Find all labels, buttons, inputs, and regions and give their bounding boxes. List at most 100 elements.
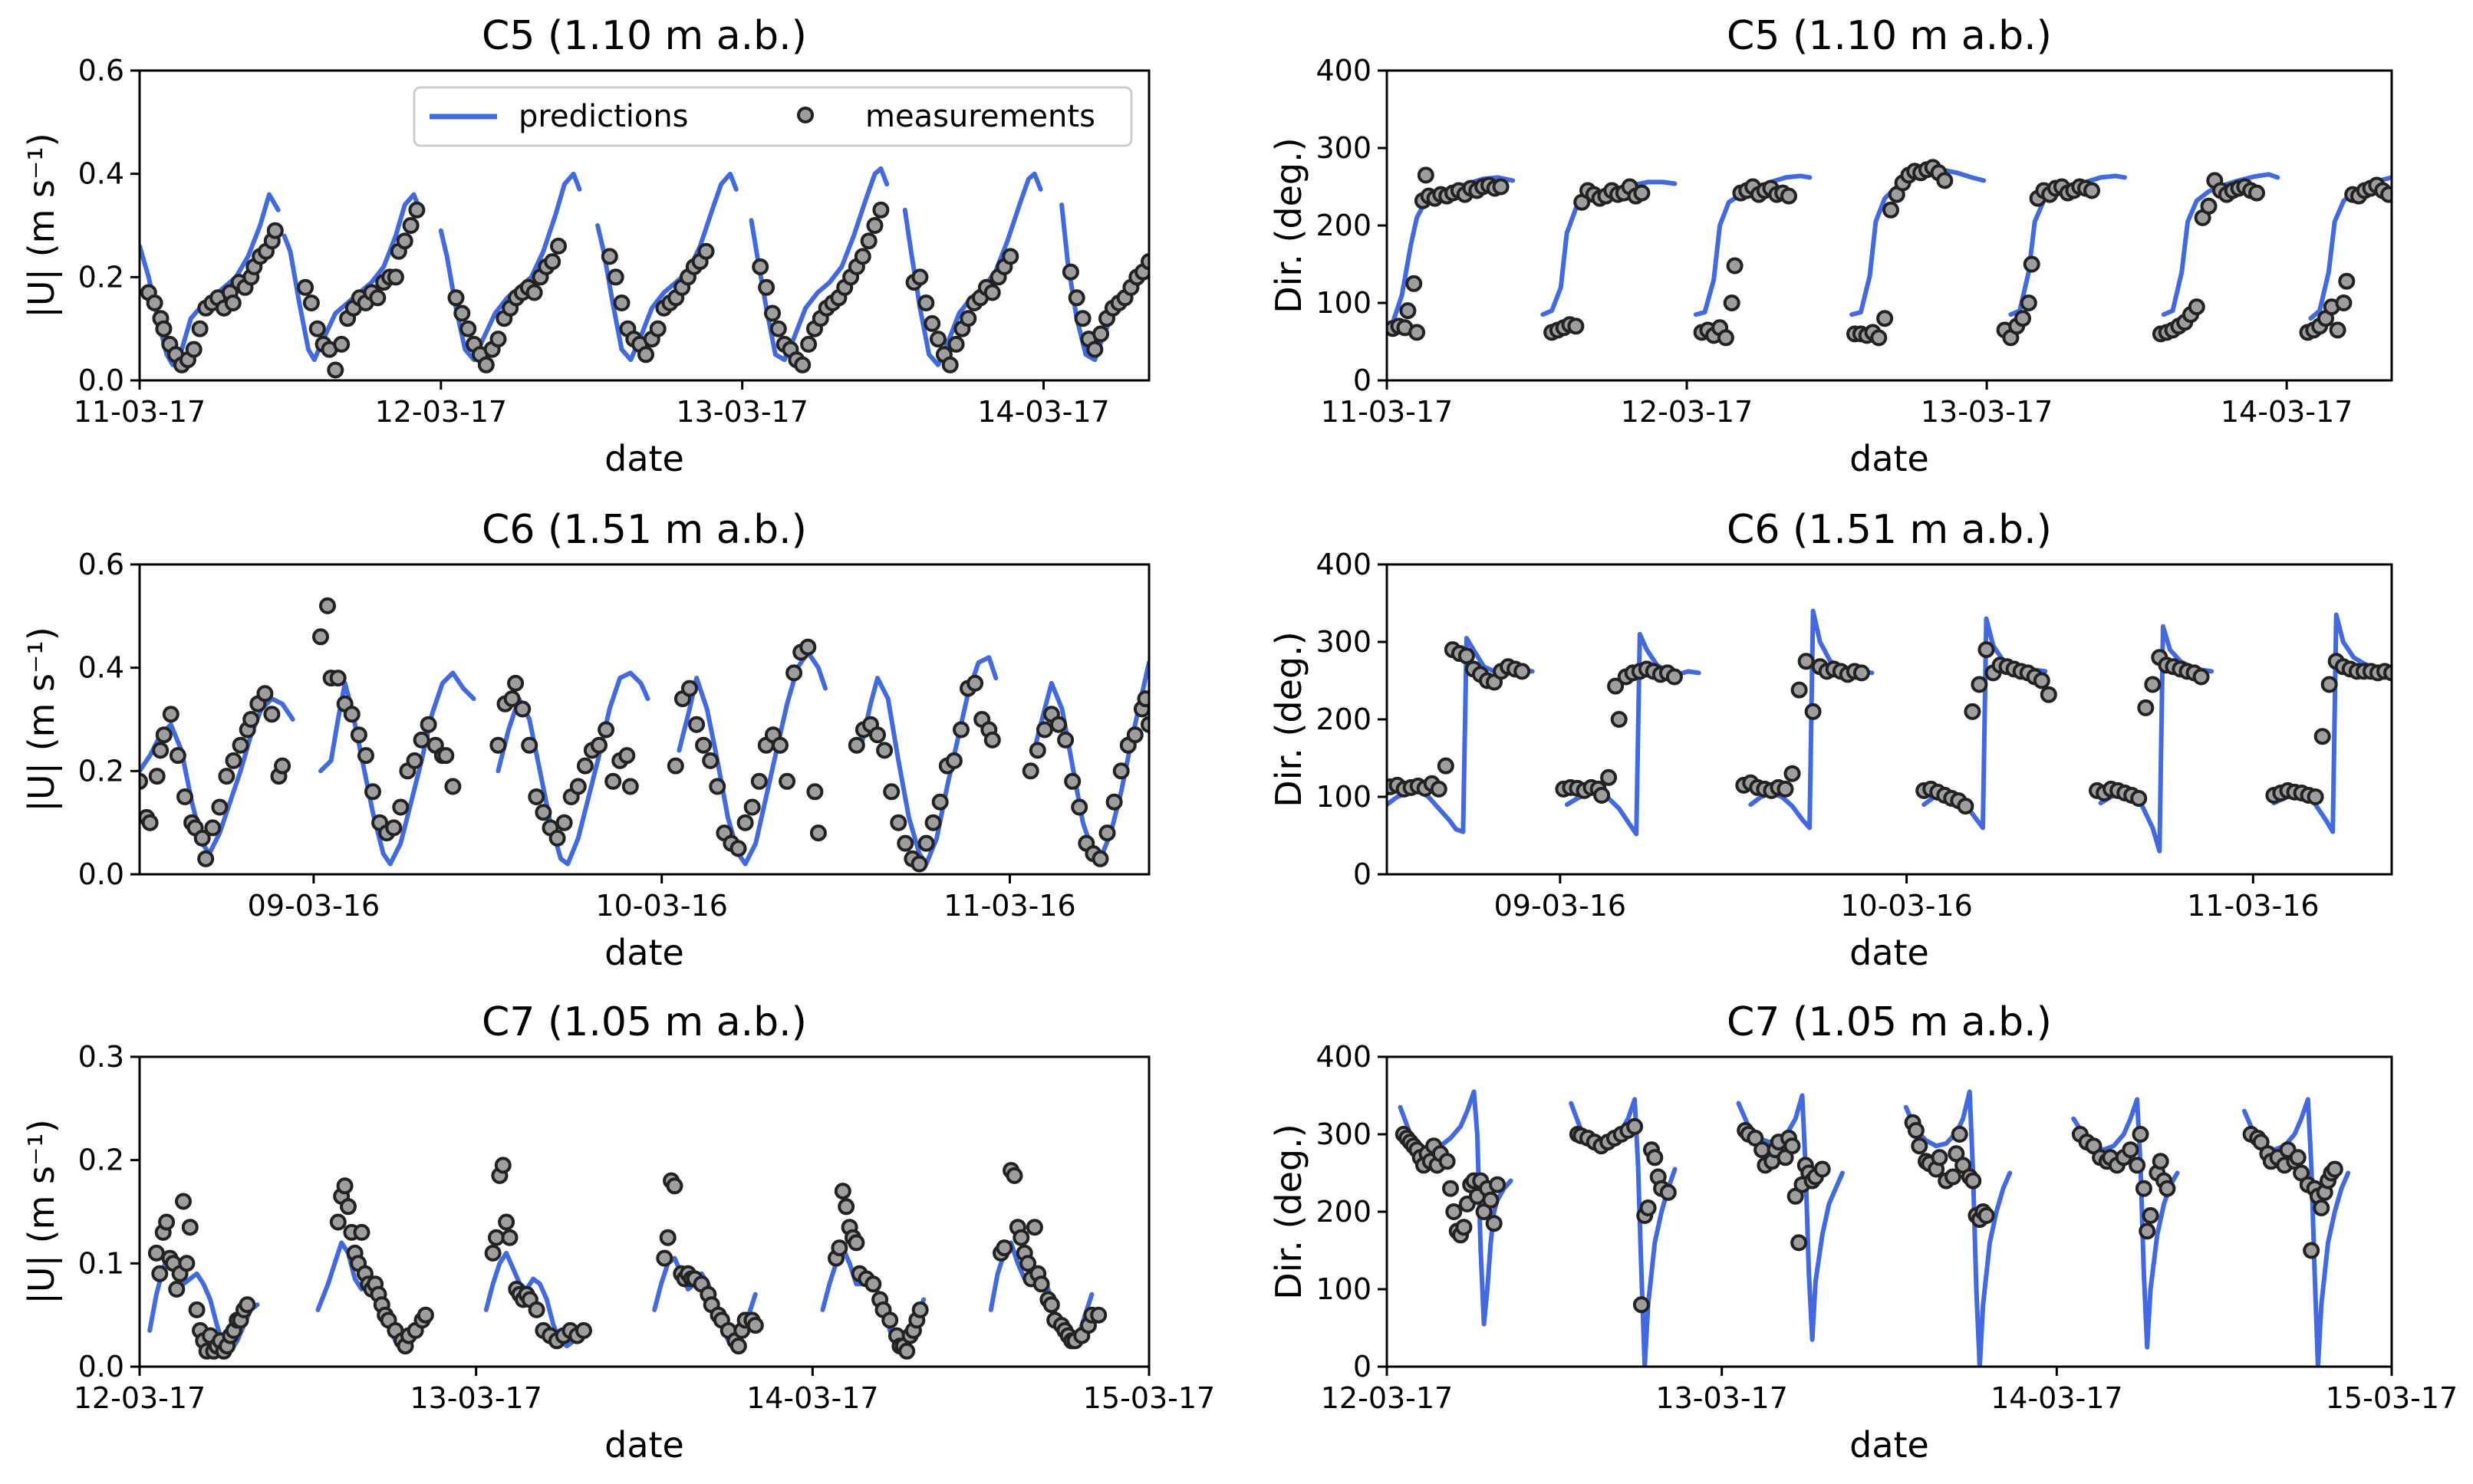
measurement-point [1882, 201, 1899, 219]
measurement-point [876, 742, 894, 759]
measurement-point [890, 814, 907, 831]
measurement-point [917, 294, 935, 311]
measurement-point [930, 331, 947, 348]
panel-title: C7 (1.05 m a.b.) [1727, 999, 2052, 1045]
measurement-point [736, 814, 754, 831]
measurement-point [1092, 850, 1109, 867]
measurement-point [883, 783, 901, 801]
measurement-point [1141, 716, 1149, 733]
measurement-point [1408, 324, 1426, 341]
x-tick-label: 13-03-17 [1921, 395, 2053, 429]
measurement-point [1723, 294, 1740, 311]
measurement-point [831, 1239, 848, 1257]
measurement-point [319, 597, 336, 614]
measurement-point [848, 1234, 865, 1252]
prediction-line [2161, 172, 2280, 318]
measurement-point [333, 335, 351, 353]
measurement-point [1430, 780, 1447, 798]
measurement-point [659, 1229, 677, 1246]
y-tick-label: 0.6 [78, 548, 124, 581]
measurement-point [204, 819, 222, 837]
x-tick-label: 14-03-17 [746, 1381, 878, 1415]
x-axis-label: date [604, 1424, 684, 1466]
measurement-point [191, 320, 209, 337]
measurement-point [550, 237, 567, 255]
measurement-point [1485, 1215, 1503, 1232]
measurement-point [528, 788, 545, 805]
y-tick-label: 300 [1316, 1117, 1372, 1151]
measurement-point [447, 289, 465, 307]
axes-frame [1385, 563, 2393, 876]
measurement-point [1797, 653, 1815, 670]
measurement-point [924, 814, 942, 831]
measurement-point [872, 201, 890, 219]
measurement-point [263, 706, 281, 723]
measurement-point [2142, 1207, 2159, 1224]
measurement-point [1062, 263, 1079, 281]
measurement-point [1492, 178, 1510, 196]
measurement-point [1907, 1122, 1925, 1139]
measurement-point [769, 320, 787, 337]
measurement-point [1013, 1229, 1030, 1246]
measurement-point [1399, 302, 1417, 320]
measurement-point [598, 721, 615, 739]
measurement-point [681, 679, 698, 697]
measurement-point [406, 752, 423, 769]
measurement-point [175, 1193, 192, 1210]
y-tick-label: 300 [1316, 131, 1372, 165]
legend-measurement-swatch [797, 107, 814, 123]
measurement-point [507, 674, 525, 692]
y-tick-label: 400 [1316, 1040, 1372, 1074]
measurement-point [966, 674, 984, 692]
y-tick-label: 0 [1353, 364, 1372, 397]
measurement-point [256, 685, 274, 703]
measurement-point [779, 772, 796, 790]
plot-area [147, 1157, 1108, 1360]
measurement-point [1931, 1149, 1948, 1166]
legend-label-measurements: measurements [865, 99, 1095, 134]
measurement-point [911, 1301, 929, 1318]
measurement-point [1626, 1117, 1644, 1135]
x-tick-label: 13-03-17 [676, 395, 808, 429]
measurement-point [158, 1213, 176, 1231]
y-tick-label: 100 [1316, 780, 1372, 814]
measurement-point [1593, 787, 1611, 804]
measurement-point [2132, 1126, 2149, 1143]
measurement-point [2137, 699, 2155, 716]
measurement-point [709, 778, 726, 795]
measurement-point [1036, 721, 1053, 739]
panel-title: C5 (1.10 m a.b.) [482, 13, 807, 59]
measurement-point [1964, 1172, 1982, 1190]
measurement-point [197, 850, 215, 867]
y-tick-label: 0.2 [78, 754, 124, 788]
measurement-point [2307, 788, 2324, 805]
legend-label-predictions: predictions [519, 99, 689, 134]
measurement-point [1098, 824, 1116, 842]
measurement-point [2335, 294, 2353, 311]
x-tick-label: 12-03-17 [74, 1381, 206, 1415]
measurement-point [1137, 690, 1149, 708]
measurement-point [211, 798, 229, 816]
measurement-point [1006, 1166, 1023, 1184]
measurement-point [2200, 197, 2218, 215]
plot-area [1395, 1089, 2351, 1367]
measurement-point [1022, 762, 1039, 780]
measurement-point [1870, 329, 1888, 347]
measurement-point [396, 232, 413, 250]
measurement-point [2188, 298, 2205, 316]
y-tick-label: 0.0 [78, 364, 124, 397]
measurement-point [1646, 1149, 1664, 1166]
measurement-point [494, 1157, 512, 1174]
measurement-point [329, 670, 347, 687]
measurement-point [408, 201, 426, 219]
measurement-point [621, 778, 639, 795]
measurement-point [917, 834, 935, 852]
x-tick-label: 11-03-17 [1321, 395, 1453, 429]
measurement-point [1086, 341, 1104, 358]
measurement-point [387, 268, 404, 286]
measurement-point [848, 736, 865, 754]
measurement-point [2023, 255, 2040, 273]
measurement-point [2303, 1242, 2320, 1259]
measurement-point [1417, 166, 1434, 184]
